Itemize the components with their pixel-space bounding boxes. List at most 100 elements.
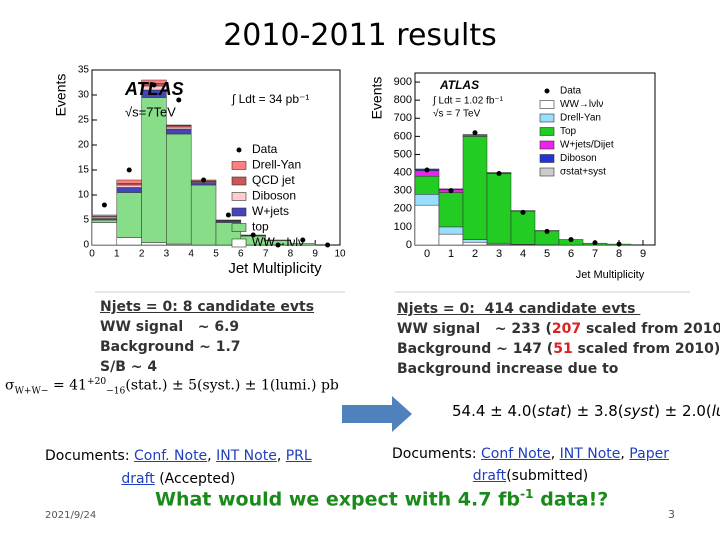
legend-swatch: [231, 238, 247, 248]
data-point: [325, 242, 331, 248]
legend-label: Top: [560, 126, 577, 137]
data-point: [568, 237, 574, 243]
text-segment: data!?: [533, 488, 609, 511]
legend-swatch: [539, 127, 555, 136]
histogram-segment: [265, 239, 291, 241]
text-line: Background increase due to: [397, 359, 720, 379]
document-link[interactable]: Paper: [629, 446, 669, 462]
x-tick-label: 2: [472, 248, 478, 260]
y-tick-label: 25: [78, 115, 90, 126]
annotation: ∫ Ldt = 1.02 fb⁻¹: [432, 96, 504, 107]
text-line: draft (Accepted): [45, 468, 312, 491]
histogram-segment: [166, 124, 192, 126]
text-line: Documents: Conf Note, INT Note, Paper: [392, 443, 669, 465]
x-tick-label: 1: [114, 249, 120, 260]
x-tick-label: 7: [592, 248, 598, 260]
histogram-segment: [414, 204, 440, 246]
histogram-segment: [462, 239, 488, 243]
data-point: [176, 97, 182, 103]
formula: σW+W− = 41+20−16(stat.) ± 5(syst.) ± 1(l…: [5, 377, 339, 396]
text-line: 54.4 ± 4.0(stat) ± 3.8(syst) ± 2.0(lumi)…: [452, 402, 720, 420]
text-line: WW signal ~ 233 (207 scaled from 2010): [397, 319, 720, 339]
y-tick-label: 700: [394, 112, 412, 124]
data-point: [520, 209, 526, 215]
x-tick-label: 6: [238, 249, 244, 260]
x-tick-label: 8: [616, 248, 622, 260]
legend-label: Drell-Yan: [560, 113, 601, 124]
question: What would we expect with 4.7 fb-1 data!…: [155, 487, 608, 510]
histogram-segment: [166, 128, 192, 135]
histogram-segment: [141, 242, 167, 246]
documents: Documents: Conf Note, INT Note, Paper dra…: [392, 443, 669, 487]
data-point: [616, 241, 622, 247]
text-segment: (submitted): [506, 468, 589, 484]
y-tick-label: 100: [394, 221, 412, 233]
text-segment: ) ± 3.8(: [566, 402, 624, 420]
y-tick-label: 200: [394, 203, 412, 215]
text-segment: stat: [537, 402, 566, 420]
legend-swatch: [231, 161, 247, 170]
x-tick-label: 9: [312, 249, 318, 260]
legend-swatch: [231, 223, 247, 232]
document-link[interactable]: Conf Note: [481, 446, 551, 462]
data-point: [300, 237, 306, 243]
histogram-segment: [91, 219, 118, 223]
histogram-segment: [116, 187, 142, 193]
legend-swatch: [539, 100, 555, 109]
text-segment: Njets = 0: 414 candidate evts: [397, 301, 641, 317]
text-segment: −16: [106, 386, 126, 397]
text-segment: scaled from 2010): [581, 321, 720, 337]
document-link[interactable]: INT Note: [216, 448, 277, 464]
text-line: What would we expect with 4.7 fb-1 data!…: [155, 487, 608, 510]
data-point: [496, 170, 502, 176]
histogram-segment: [215, 219, 242, 221]
y-tick-label: 800: [394, 94, 412, 106]
histogram-segment: [116, 179, 142, 184]
document-link[interactable]: draft: [472, 468, 507, 484]
text-segment: W+W−: [14, 386, 49, 397]
text-segment: What would we expect with 4.7 fb: [155, 488, 520, 511]
x-tick-label: 0: [424, 248, 430, 260]
formula: 54.4 ± 4.0(stat) ± 3.8(syst) ± 2.0(lumi)…: [452, 402, 720, 420]
legend-swatch: [231, 176, 247, 186]
y-tick-label: 5: [83, 215, 89, 226]
y-tick-label: 0: [83, 240, 89, 251]
text-line: S/B ~ 4: [100, 357, 314, 377]
histogram-segment: [414, 194, 440, 206]
histogram-segment: [166, 133, 192, 245]
histogram-segment: [91, 214, 118, 217]
document-link[interactable]: PRL: [285, 448, 312, 464]
document-link[interactable]: INT Note: [559, 446, 621, 462]
text-segment: ,: [620, 446, 630, 462]
document-link[interactable]: draft: [121, 471, 155, 487]
histogram-segment: [116, 192, 142, 238]
annotation: ∫ Ldt = 34 pb⁻¹: [231, 92, 309, 106]
legend-swatch: [539, 140, 555, 150]
text-segment: 54.4 ± 4.0(: [452, 402, 538, 420]
data-point: [101, 202, 107, 208]
x-axis-label: Jet Multiplicity: [576, 269, 645, 281]
x-tick-label: 4: [520, 248, 526, 260]
text-segment: WW signal ~ 233 (: [397, 321, 552, 337]
text-segment: 51: [553, 341, 573, 357]
y-tick-label: 900: [394, 76, 412, 88]
annotation: √s=7TeV: [125, 104, 176, 119]
text-segment: (stat.) ± 5(syst.) ± 1(lumi.) pb: [125, 377, 339, 394]
x-tick-label: 2: [139, 249, 145, 260]
legend-label: QCD jet: [252, 173, 295, 187]
histogram-segment: [116, 184, 142, 188]
histogram-segment: [438, 226, 464, 235]
x-tick-label: 3: [164, 249, 170, 260]
data-point: [544, 228, 550, 234]
date: 2021/9/24: [45, 510, 97, 521]
data-point: [151, 82, 157, 88]
text-segment: -1: [519, 487, 534, 501]
document-link[interactable]: Conf. Note: [134, 448, 208, 464]
data-point: [225, 212, 231, 218]
text-segment: (Accepted): [154, 471, 236, 487]
text-line: WW signal ~ 6.9: [100, 317, 314, 337]
legend-marker: [236, 147, 242, 153]
text-line: Njets = 0: 414 candidate evts: [397, 299, 720, 319]
